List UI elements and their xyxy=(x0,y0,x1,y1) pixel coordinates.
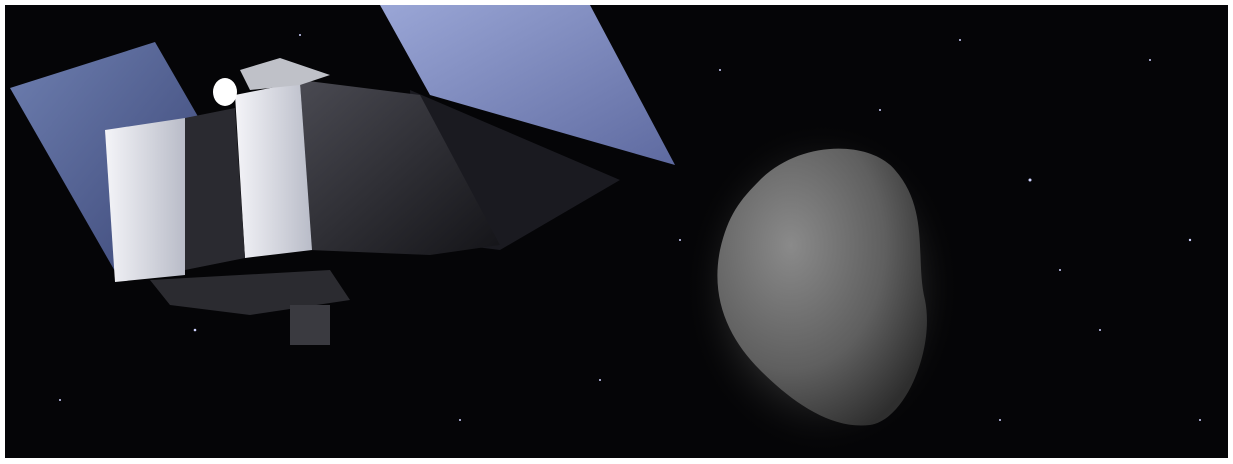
star xyxy=(719,69,721,71)
star xyxy=(193,328,197,332)
solar-panel-top xyxy=(380,5,675,165)
star xyxy=(459,419,461,421)
spacecraft-body-lit xyxy=(235,82,312,258)
star xyxy=(679,239,681,241)
star xyxy=(59,399,61,401)
spacecraft-body-shaded xyxy=(300,80,500,255)
star xyxy=(299,34,301,36)
star xyxy=(1149,59,1151,61)
star xyxy=(1059,269,1061,271)
star xyxy=(879,109,881,111)
sun-glint xyxy=(213,78,237,106)
star xyxy=(1199,419,1201,421)
spacecraft-base xyxy=(150,270,350,315)
stars xyxy=(59,34,1201,421)
star xyxy=(999,419,1001,421)
spacecraft-top xyxy=(240,58,330,90)
asteroid xyxy=(717,148,927,426)
star xyxy=(1028,178,1032,182)
star xyxy=(1099,329,1101,331)
star xyxy=(959,39,961,41)
star xyxy=(1188,238,1192,242)
spacecraft-core xyxy=(185,108,245,270)
spacecraft-panel-lit xyxy=(105,118,185,282)
sampling-arm xyxy=(290,305,330,345)
solar-panel-left xyxy=(10,42,200,280)
star xyxy=(599,379,601,381)
